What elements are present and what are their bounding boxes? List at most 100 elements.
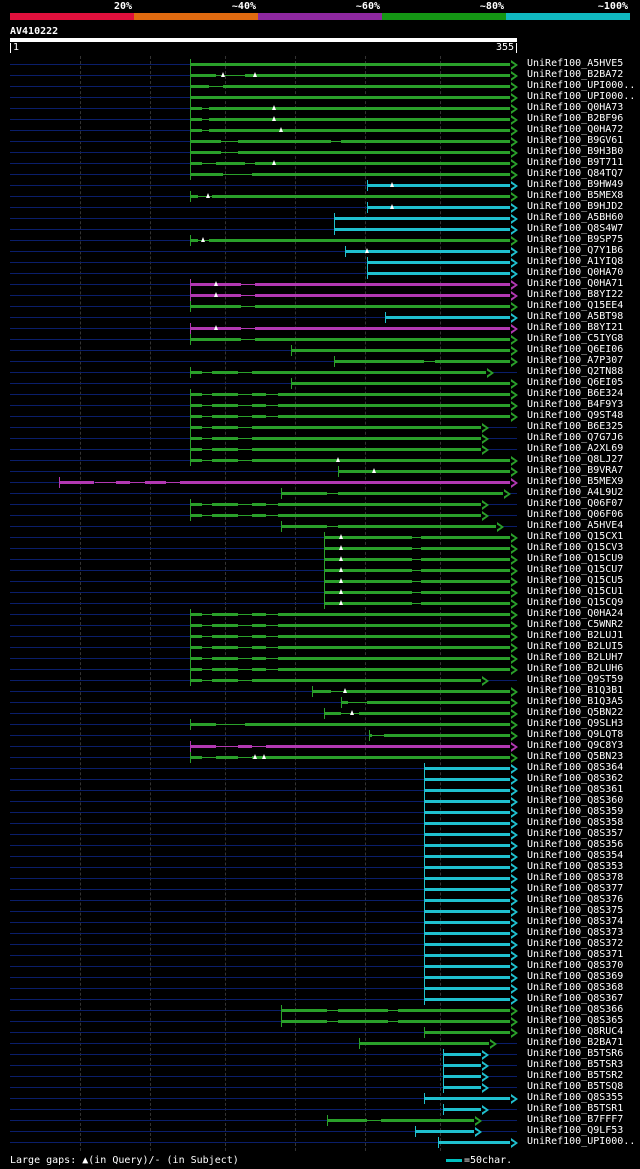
hit-row[interactable]: UniRef100_B2LUH6 (0, 663, 640, 675)
hit-name-link[interactable]: UniRef100_Q9ST59 (527, 674, 624, 685)
hit-name-link[interactable]: UniRef100_A5BT98 (527, 311, 624, 322)
hit-row[interactable]: UniRef100_Q8S373 (0, 927, 640, 939)
hit-name-link[interactable]: UniRef100_Q8S359 (527, 806, 624, 817)
hit-name-link[interactable]: UniRef100_B2BF96 (527, 113, 624, 124)
hit-name-link[interactable]: UniRef100_B2BA71 (527, 1037, 624, 1048)
hit-name-link[interactable]: UniRef100_B2LUI5 (527, 641, 624, 652)
hit-name-link[interactable]: UniRef100_B1Q3A5 (527, 696, 624, 707)
hit-row[interactable]: UniRef100_Q8S362 (0, 773, 640, 785)
hit-row[interactable]: UniRef100_Q8S4W7 (0, 223, 640, 235)
hit-row[interactable]: UniRef100_A5HVE5 (0, 58, 640, 70)
hit-row[interactable]: UniRef100_Q9LQT8 (0, 729, 640, 741)
hit-row[interactable]: UniRef100_Q0HA73 (0, 102, 640, 114)
hit-row[interactable]: UniRef100_Q8S378 (0, 872, 640, 884)
hit-row[interactable]: UniRef100_Q8LJ27 (0, 454, 640, 466)
hit-name-link[interactable]: UniRef100_Q8S369 (527, 971, 624, 982)
hit-row[interactable]: UniRef100_Q9C8Y3 (0, 740, 640, 752)
hit-row[interactable]: UniRef100_Q15CV3 (0, 542, 640, 554)
hit-name-link[interactable]: UniRef100_Q8S355 (527, 1092, 624, 1103)
hit-row[interactable]: UniRef100_B5TSR2 (0, 1070, 640, 1082)
hit-name-link[interactable]: UniRef100_Q7G7J6 (527, 432, 624, 443)
hit-name-link[interactable]: UniRef100_Q8S4W7 (527, 223, 624, 234)
hit-row[interactable]: UniRef100_UPI000.. (0, 80, 640, 92)
hit-row[interactable]: UniRef100_B5MEX8 (0, 190, 640, 202)
hit-name-link[interactable]: UniRef100_Q15CU5 (527, 575, 624, 586)
hit-name-link[interactable]: UniRef100_Q2TN88 (527, 366, 624, 377)
hit-row[interactable]: UniRef100_Q06F06 (0, 509, 640, 521)
hit-row[interactable]: UniRef100_B2LUH7 (0, 652, 640, 664)
hit-name-link[interactable]: UniRef100_Q8S373 (527, 927, 624, 938)
hit-name-link[interactable]: UniRef100_B2BA72 (527, 69, 624, 80)
hit-row[interactable]: UniRef100_Q5BN22 (0, 707, 640, 719)
hit-row[interactable]: UniRef100_Q8S355 (0, 1092, 640, 1104)
hit-name-link[interactable]: UniRef100_Q15CV3 (527, 542, 624, 553)
hit-row[interactable]: UniRef100_A1YIQ8 (0, 256, 640, 268)
hit-row[interactable]: UniRef100_B9HW49 (0, 179, 640, 191)
hit-row[interactable]: UniRef100_B5TSR1 (0, 1103, 640, 1115)
hit-name-link[interactable]: UniRef100_B5TSR1 (527, 1103, 624, 1114)
hit-name-link[interactable]: UniRef100_Q8S357 (527, 828, 624, 839)
hit-name-link[interactable]: UniRef100_B5TSR6 (527, 1048, 624, 1059)
hit-name-link[interactable]: UniRef100_Q8S353 (527, 861, 624, 872)
hit-name-link[interactable]: UniRef100_Q9LF53 (527, 1125, 624, 1136)
hit-name-link[interactable]: UniRef100_Q8RUC4 (527, 1026, 624, 1037)
hit-row[interactable]: UniRef100_Q8S359 (0, 806, 640, 818)
hit-row[interactable]: UniRef100_B9SP75 (0, 234, 640, 246)
hit-row[interactable]: UniRef100_Q8S370 (0, 960, 640, 972)
hit-row[interactable]: UniRef100_Q9LF53 (0, 1125, 640, 1137)
hit-row[interactable]: UniRef100_Q84TQ7 (0, 168, 640, 180)
hit-name-link[interactable]: UniRef100_B2LUJ1 (527, 630, 624, 641)
hit-name-link[interactable]: UniRef100_Q9C8Y3 (527, 740, 624, 751)
hit-name-link[interactable]: UniRef100_Q5BN23 (527, 751, 624, 762)
hit-name-link[interactable]: UniRef100_Q0HA72 (527, 124, 624, 135)
hit-name-link[interactable]: UniRef100_Q06F06 (527, 509, 624, 520)
hit-row[interactable]: UniRef100_Q8RUC4 (0, 1026, 640, 1038)
hit-row[interactable]: UniRef100_B8YI21 (0, 322, 640, 334)
hit-name-link[interactable]: UniRef100_Q8S372 (527, 938, 624, 949)
hit-row[interactable]: UniRef100_B2LUJ1 (0, 630, 640, 642)
hit-name-link[interactable]: UniRef100_C5WNR2 (527, 619, 624, 630)
hit-name-link[interactable]: UniRef100_Q8LJ27 (527, 454, 624, 465)
hit-name-link[interactable]: UniRef100_Q15CU9 (527, 553, 624, 564)
hit-row[interactable]: UniRef100_Q15CQ9 (0, 597, 640, 609)
hit-name-link[interactable]: UniRef100_Q8S361 (527, 784, 624, 795)
hit-row[interactable]: UniRef100_UPI000.. (0, 1136, 640, 1148)
hit-name-link[interactable]: UniRef100_Q8S366 (527, 1004, 624, 1015)
hit-name-link[interactable]: UniRef100_Q8S371 (527, 949, 624, 960)
hit-row[interactable]: UniRef100_A5BT98 (0, 311, 640, 323)
hit-name-link[interactable]: UniRef100_B5TSR3 (527, 1059, 624, 1070)
hit-row[interactable]: UniRef100_Q8S369 (0, 971, 640, 983)
hit-name-link[interactable]: UniRef100_B8YI21 (527, 322, 624, 333)
hit-name-link[interactable]: UniRef100_Q8S358 (527, 817, 624, 828)
hit-name-link[interactable]: UniRef100_Q15CX1 (527, 531, 624, 542)
hit-name-link[interactable]: UniRef100_B7FFF7 (527, 1114, 624, 1125)
hit-name-link[interactable]: UniRef100_Q9ST48 (527, 410, 624, 421)
hit-name-link[interactable]: UniRef100_B5TSR2 (527, 1070, 624, 1081)
hit-row[interactable]: UniRef100_B5TSR6 (0, 1048, 640, 1060)
hit-name-link[interactable]: UniRef100_UPI000.. (527, 80, 636, 91)
hit-row[interactable]: UniRef100_Q15CU5 (0, 575, 640, 587)
hit-row[interactable]: UniRef100_Q8S377 (0, 883, 640, 895)
hit-row[interactable]: UniRef100_Q8S356 (0, 839, 640, 851)
hit-row[interactable]: UniRef100_Q6EI05 (0, 377, 640, 389)
hit-row[interactable]: UniRef100_UPI000.. (0, 91, 640, 103)
hit-name-link[interactable]: UniRef100_A7P307 (527, 355, 624, 366)
hit-name-link[interactable]: UniRef100_A5BH60 (527, 212, 624, 223)
hit-row[interactable]: UniRef100_Q8S365 (0, 1015, 640, 1027)
hit-row[interactable]: UniRef100_Q8S357 (0, 828, 640, 840)
hit-name-link[interactable]: UniRef100_B9GV61 (527, 135, 624, 146)
hit-name-link[interactable]: UniRef100_Q8S367 (527, 993, 624, 1004)
hit-row[interactable]: UniRef100_B5TSQ8 (0, 1081, 640, 1093)
hit-row[interactable]: UniRef100_A5HVE4 (0, 520, 640, 532)
hit-row[interactable]: UniRef100_Q2TN88 (0, 366, 640, 378)
hit-row[interactable]: UniRef100_B6E325 (0, 421, 640, 433)
hit-row[interactable]: UniRef100_Q15CU1 (0, 586, 640, 598)
hit-name-link[interactable]: UniRef100_Q8S377 (527, 883, 624, 894)
hit-row[interactable]: UniRef100_B9T711 (0, 157, 640, 169)
hit-row[interactable]: UniRef100_A5BH60 (0, 212, 640, 224)
hit-row[interactable]: UniRef100_Q8S374 (0, 916, 640, 928)
hit-row[interactable]: UniRef100_Q8S361 (0, 784, 640, 796)
hit-name-link[interactable]: UniRef100_Q8S364 (527, 762, 624, 773)
hit-name-link[interactable]: UniRef100_Q84TQ7 (527, 168, 624, 179)
hit-row[interactable]: UniRef100_Q8S354 (0, 850, 640, 862)
